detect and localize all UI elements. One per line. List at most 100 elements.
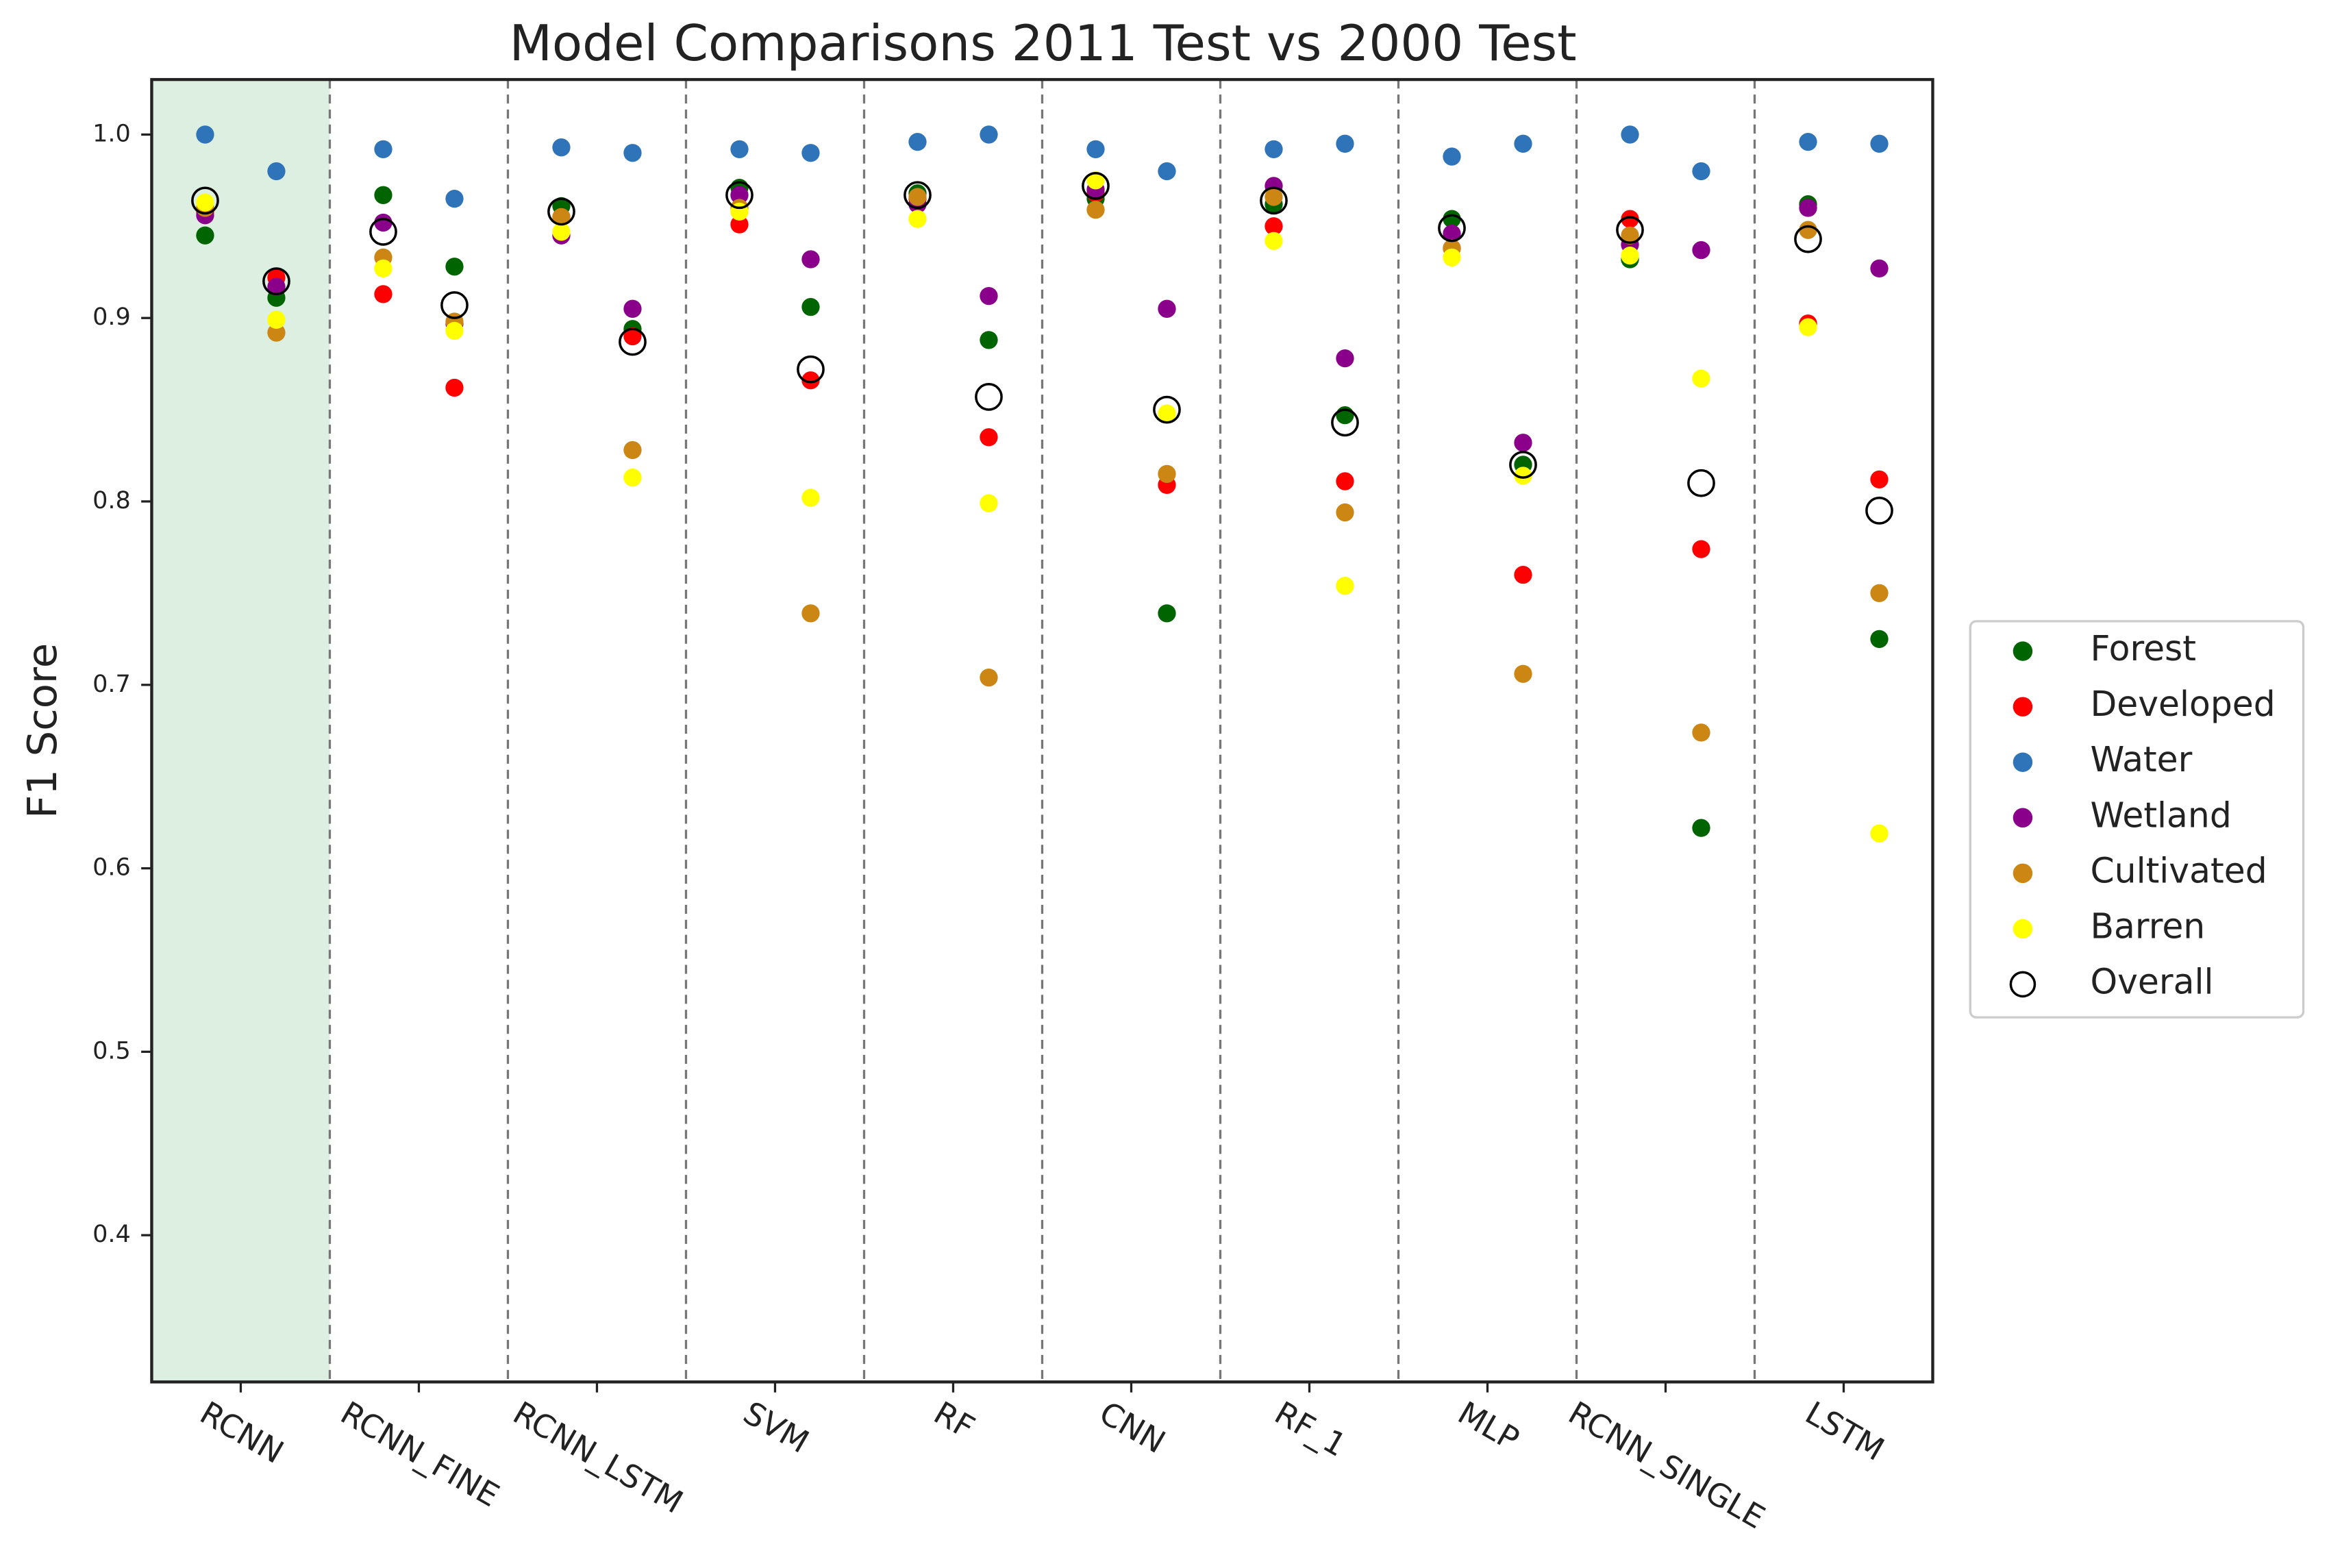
- point: [623, 469, 642, 487]
- point: [623, 144, 642, 162]
- point: [1621, 226, 1639, 245]
- legend-box: [1969, 620, 2305, 1019]
- legend-label: Barren: [2090, 906, 2205, 946]
- y-tick-label: 0.4: [92, 1220, 131, 1248]
- point: [196, 226, 214, 245]
- point: [1514, 664, 1532, 683]
- point: [1158, 162, 1176, 181]
- point: [445, 321, 464, 340]
- point: [1514, 565, 1532, 584]
- point: [374, 259, 393, 278]
- point: [801, 604, 820, 623]
- plot-frame: [150, 77, 1934, 1384]
- point: [975, 382, 1003, 411]
- x-tick-label: LSTM: [1799, 1394, 1891, 1468]
- point: [1621, 125, 1639, 144]
- point: [369, 217, 397, 246]
- point: [1509, 451, 1537, 479]
- point: [196, 193, 214, 212]
- point: [1086, 201, 1105, 219]
- point: [196, 125, 214, 144]
- point: [980, 428, 998, 447]
- x-tick-label: RCNN_LSTM: [507, 1394, 689, 1521]
- point: [1153, 395, 1181, 424]
- point: [980, 125, 998, 144]
- y-tick-label: 0.5: [92, 1036, 131, 1065]
- point: [1799, 221, 1817, 239]
- point: [1265, 188, 1283, 206]
- legend-label: Overall: [2090, 961, 2213, 1001]
- point: [267, 277, 286, 296]
- point: [801, 298, 820, 316]
- point: [1265, 232, 1283, 250]
- point: [1692, 240, 1710, 260]
- point: [374, 213, 393, 232]
- chart-title: Model Comparisons 2011 Test vs 2000 Test: [510, 15, 1577, 73]
- point: [1692, 540, 1710, 558]
- point: [1799, 199, 1817, 217]
- point: [904, 181, 932, 210]
- point: [547, 197, 575, 226]
- point: [1794, 225, 1822, 253]
- point: [619, 327, 647, 356]
- y-tick-label: 0.6: [92, 854, 131, 882]
- point: [730, 140, 749, 158]
- point: [1443, 210, 1461, 228]
- point: [1158, 404, 1176, 423]
- point: [908, 188, 927, 206]
- legend-marker: [2013, 808, 2033, 828]
- point: [1158, 464, 1176, 483]
- legend-label: Developed: [2090, 684, 2275, 724]
- x-tick-label: MLP: [1452, 1394, 1525, 1458]
- point: [267, 162, 286, 181]
- y-tick-label: 0.8: [92, 486, 131, 514]
- point: [552, 208, 571, 227]
- point: [1692, 723, 1710, 742]
- legend-marker: [2013, 919, 2033, 939]
- point: [1265, 140, 1283, 158]
- x-tick-label: RCNN_SINGLE: [1562, 1394, 1771, 1536]
- point: [267, 323, 286, 342]
- point: [1336, 577, 1354, 595]
- point: [1443, 147, 1461, 166]
- x-tick-label: RF_1: [1269, 1394, 1353, 1464]
- point: [1158, 299, 1176, 318]
- point: [1336, 472, 1354, 490]
- legend-marker: [2013, 641, 2033, 661]
- point: [374, 285, 393, 303]
- point: [445, 190, 464, 208]
- point: [1265, 217, 1283, 236]
- point: [1799, 318, 1817, 336]
- point: [445, 258, 464, 276]
- point: [1514, 466, 1532, 485]
- point: [1870, 630, 1889, 648]
- point: [1621, 247, 1639, 265]
- point: [980, 494, 998, 512]
- y-tick-label: 0.7: [92, 670, 131, 698]
- x-tick-label: CNN: [1093, 1394, 1171, 1460]
- point: [801, 144, 820, 162]
- point: [1692, 369, 1710, 388]
- point: [801, 250, 820, 269]
- point: [980, 331, 998, 349]
- point: [1687, 469, 1715, 497]
- highlight-band: [151, 79, 330, 1382]
- point: [267, 310, 286, 329]
- x-tick-label: RCNN_FINE: [334, 1394, 506, 1514]
- y-tick-label: 1.0: [92, 119, 131, 147]
- legend-label: Wetland: [2090, 795, 2231, 835]
- point: [1158, 604, 1176, 623]
- point: [1514, 434, 1532, 452]
- legend: Forest Developed Water Wetland Cultivated Bar…: [1969, 620, 2305, 1019]
- point: [191, 186, 219, 215]
- point: [801, 488, 820, 507]
- point: [730, 186, 749, 204]
- point: [440, 291, 469, 319]
- point: [623, 299, 642, 318]
- point: [374, 140, 393, 158]
- point: [1870, 824, 1889, 843]
- x-tick-label: RF: [927, 1394, 981, 1446]
- x-tick-label: SVM: [737, 1394, 815, 1460]
- point: [1692, 819, 1710, 837]
